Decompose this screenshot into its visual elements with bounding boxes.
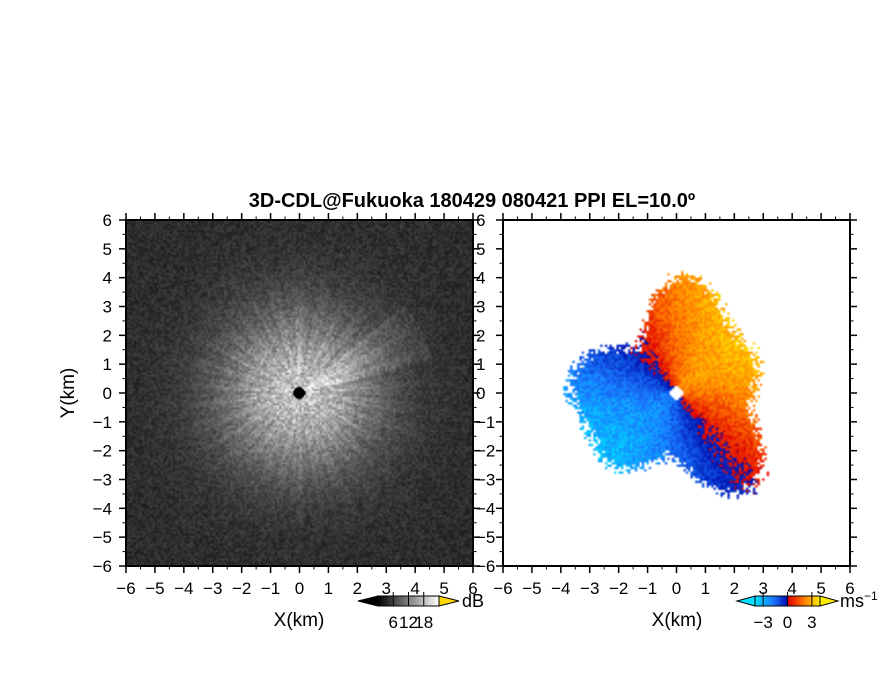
- velocity-colorbar: −3 0 3 ms−1: [735, 589, 878, 632]
- colorbar-tick-label: 3: [807, 613, 816, 632]
- velocity-axes: −6 −5 −4 −3 −2 −1 0 1 2 3 4 5 6: [493, 213, 857, 598]
- y-tick-label-right: 4: [476, 269, 485, 288]
- radar-center-marker: [293, 387, 305, 399]
- y-tick-label: 0: [103, 384, 112, 403]
- velocity-colorbar-under-arrow: [735, 595, 756, 607]
- y-tick-label-right: 1: [476, 355, 485, 374]
- y-tick-label-right: −6: [476, 557, 495, 576]
- x-tick-label: −1: [261, 579, 280, 598]
- y-tick-label-right: −5: [476, 528, 495, 547]
- x-tick-label: −4: [551, 579, 570, 598]
- figure-title: 3D-CDL@Fukuoka 180429 080421 PPI EL=10.0…: [249, 190, 695, 212]
- x-tick-label: 5: [439, 579, 448, 598]
- intensity-colorbar-unit: dB: [462, 591, 484, 611]
- y-tick-label-right: −3: [476, 471, 495, 490]
- velocity-colorbar-unit-exponent: −1: [864, 589, 878, 603]
- y-tick-label: −2: [93, 442, 112, 461]
- colorbar-tick-label: −3: [753, 613, 772, 632]
- x-tick-label: −5: [145, 579, 164, 598]
- colorbar-tick-label: 6: [389, 613, 398, 632]
- y-tick-label-right: −2: [476, 442, 495, 461]
- velocity-colorbar-ticks: −3 0 3: [753, 592, 817, 632]
- velocity-heatmap: [503, 220, 850, 566]
- y-tick-label: −6: [93, 557, 112, 576]
- intensity-x-axis-label: X(km): [274, 610, 325, 631]
- x-tick-label: −6: [116, 579, 135, 598]
- x-tick-label: 3: [759, 579, 768, 598]
- x-tick-label: 0: [295, 579, 304, 598]
- y-tick-label: 1: [103, 355, 112, 374]
- y-tick-label-right: 6: [476, 211, 485, 230]
- x-tick-label: 2: [353, 579, 362, 598]
- velocity-colorbar-unit-base: ms: [840, 591, 864, 611]
- y-tick-label-right: 0: [476, 384, 485, 403]
- y-tick-label: 3: [103, 298, 112, 317]
- y-tick-label: −3: [93, 471, 112, 490]
- velocity-colorbar-over-arrow: [819, 595, 840, 607]
- colorbar-tick-label: 18: [414, 613, 433, 632]
- x-tick-label: −1: [638, 579, 657, 598]
- intensity-axes: −6 −5 −4 −3 −2 −1 0 1 2 3 4 5 6−6−5−4−3−2−10123456−6…: [93, 211, 496, 598]
- y-tick-label-right: −1: [476, 413, 495, 432]
- x-tick-label: 1: [701, 579, 710, 598]
- intensity-colorbar-over-arrow: [438, 595, 460, 607]
- y-tick-label: 5: [103, 240, 112, 259]
- x-tick-label: 5: [816, 579, 825, 598]
- x-tick-label: −5: [522, 579, 541, 598]
- y-tick-label: −1: [93, 413, 112, 432]
- intensity-panel: −6 −5 −4 −3 −2 −1 0 1 2 3 4 5 6−6−5−4−3−2−10123456−6…: [58, 211, 495, 631]
- x-tick-label: −4: [174, 579, 193, 598]
- x-tick-label: 1: [324, 579, 333, 598]
- y-tick-label: −4: [93, 499, 112, 518]
- intensity-y-axis-label: Y(km): [58, 368, 79, 419]
- y-tick-label-right: 2: [476, 326, 485, 345]
- x-tick-label: 4: [410, 579, 419, 598]
- velocity-x-axis-label: X(km): [652, 610, 703, 631]
- y-tick-label-right: −4: [476, 499, 495, 518]
- y-tick-label-right: 3: [476, 298, 485, 317]
- y-tick-label-right: 5: [476, 240, 485, 259]
- x-tick-label: 0: [672, 579, 681, 598]
- x-tick-label: −3: [580, 579, 599, 598]
- velocity-colorbar-unit: ms−1: [840, 589, 878, 611]
- x-tick-label: 6: [468, 579, 477, 598]
- x-tick-label: 4: [787, 579, 796, 598]
- y-tick-label: 2: [103, 326, 112, 345]
- x-tick-label: 6: [845, 579, 854, 598]
- x-tick-label: −2: [609, 579, 628, 598]
- y-tick-label: 4: [103, 269, 112, 288]
- y-tick-label: 6: [103, 211, 112, 230]
- x-tick-label: −3: [203, 579, 222, 598]
- x-tick-label: 2: [730, 579, 739, 598]
- colorbar-tick-label: 12: [399, 613, 418, 632]
- y-tick-label: −5: [93, 528, 112, 547]
- velocity-panel: −6 −5 −4 −3 −2 −1 0 1 2 3 4 5 6 X(km): [493, 213, 857, 631]
- x-tick-label: 3: [382, 579, 391, 598]
- x-tick-label: −6: [493, 579, 512, 598]
- colorbar-tick-label: 0: [783, 613, 792, 632]
- x-tick-label: −2: [232, 579, 251, 598]
